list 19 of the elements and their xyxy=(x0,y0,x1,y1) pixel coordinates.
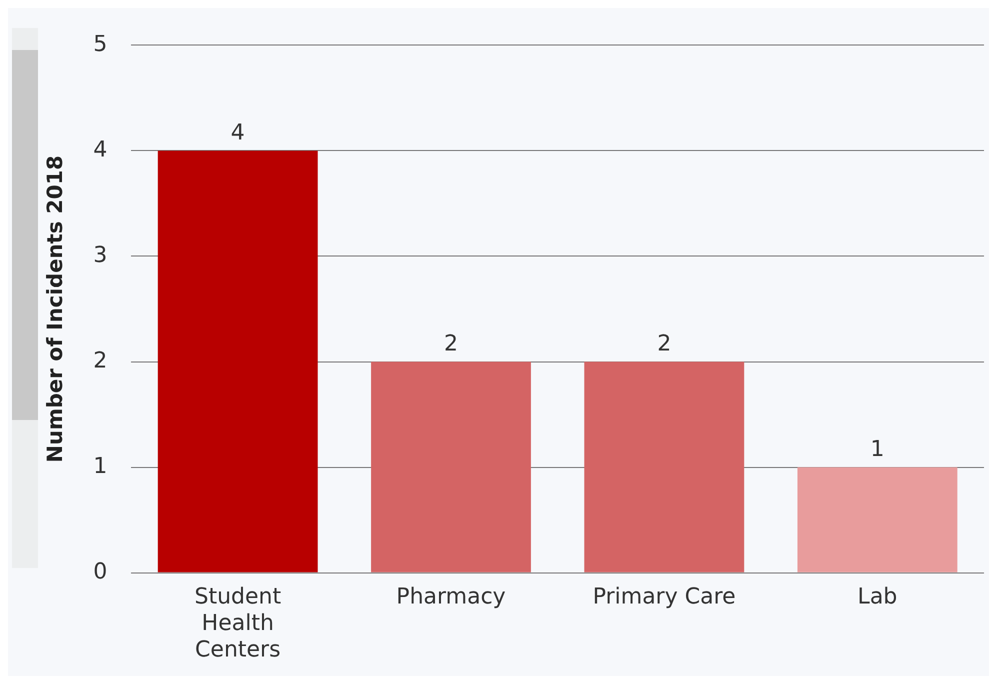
x-tick-label: Lab xyxy=(858,584,898,610)
data-label: 1 xyxy=(870,437,884,462)
y-tick-label: 5 xyxy=(93,32,108,57)
bar xyxy=(584,362,744,572)
y-tick-label: 3 xyxy=(93,242,108,268)
y-axis-title: Number of Incidents 2018 xyxy=(43,155,68,463)
y-tick-label: 4 xyxy=(93,137,108,162)
data-label: 2 xyxy=(657,331,672,356)
y-tick-label: 0 xyxy=(93,560,108,585)
bar xyxy=(371,362,531,572)
x-tick-label: Pharmacy xyxy=(396,584,506,610)
bar xyxy=(158,150,318,572)
y-tick-label: 2 xyxy=(93,348,108,374)
data-label: 4 xyxy=(230,120,245,146)
y-tick-label: 1 xyxy=(93,454,108,479)
x-tick-label: Student Health Centers xyxy=(194,584,282,663)
bar xyxy=(797,467,958,572)
x-tick-label: Primary Care xyxy=(592,584,736,610)
data-label: 2 xyxy=(444,331,458,356)
